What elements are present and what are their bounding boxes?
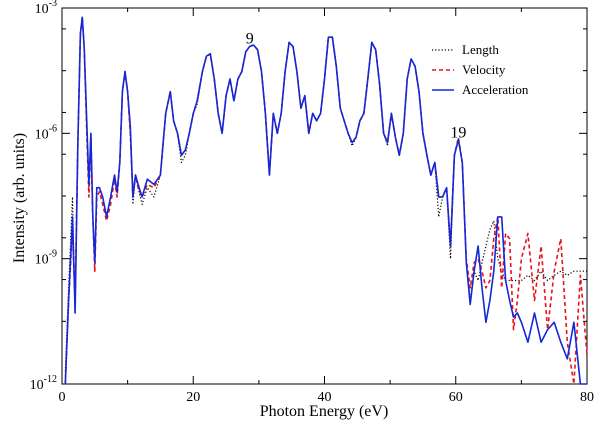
x-tick-label: 80 [580, 390, 594, 405]
annotations: 9 19 [246, 31, 467, 142]
y-axis-label: Intensity (arb. units) [11, 133, 28, 263]
y-tick-label: 10-3 [35, 0, 57, 17]
x-tick-label: 0 [59, 390, 66, 405]
plot-frame [61, 7, 588, 385]
legend-label-velocity: Velocity [462, 62, 506, 77]
y-tick-label: 10-6 [35, 123, 57, 142]
legend-label-acceleration: Acceleration [462, 82, 529, 97]
y-axis: 10-12 10-9 10-6 10-3 [30, 0, 587, 393]
y-tick-label: 10-12 [30, 374, 57, 393]
x-tick-label: 60 [449, 390, 463, 405]
peak-annotation: 9 [246, 31, 254, 48]
peak-annotation: 19 [450, 124, 466, 141]
series-line-velocity [64, 16, 588, 385]
x-axis: 0 20 40 60 80 [59, 8, 594, 405]
series-lines [64, 16, 588, 385]
x-tick-label: 20 [186, 390, 200, 405]
legend-label-length: Length [462, 42, 499, 57]
x-axis-label: Photon Energy (eV) [260, 403, 389, 420]
x-tick-label: 40 [318, 390, 332, 405]
legend: Length Velocity Acceleration [432, 42, 529, 97]
series-line-acceleration [64, 16, 587, 385]
y-tick-label: 10-9 [35, 249, 57, 268]
